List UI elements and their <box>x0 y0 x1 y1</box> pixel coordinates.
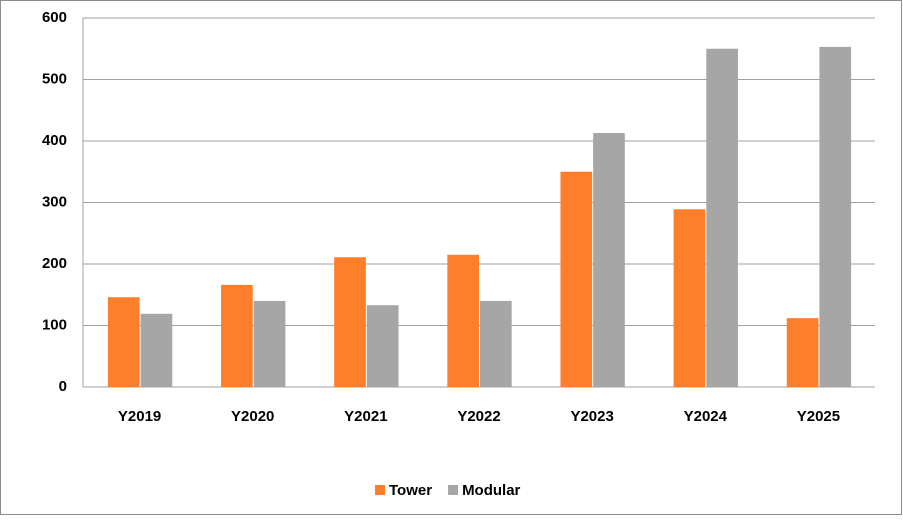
x-tick-label: Y2021 <box>344 408 387 425</box>
y-tick-label: 300 <box>42 193 67 210</box>
y-tick-label: 200 <box>42 255 67 272</box>
bar <box>221 284 253 387</box>
y-tick-label: 400 <box>42 132 67 149</box>
x-tick-label: Y2022 <box>457 408 500 425</box>
bar <box>593 133 625 387</box>
bar <box>706 48 738 387</box>
legend-swatch <box>448 485 459 495</box>
x-tick-label: Y2019 <box>118 408 161 425</box>
y-tick-label: 0 <box>59 378 67 395</box>
bar <box>366 305 399 387</box>
y-tick-label: 500 <box>42 70 67 87</box>
x-tick-label: Y2020 <box>231 408 274 425</box>
x-tick-label: Y2024 <box>684 408 728 425</box>
bar <box>140 313 173 387</box>
bar <box>786 318 819 387</box>
bar <box>107 297 140 387</box>
x-tick-label: Y2025 <box>797 408 840 425</box>
bar <box>447 254 479 387</box>
x-tick-label: Y2023 <box>570 408 613 425</box>
bar <box>253 300 286 387</box>
bar <box>819 46 852 387</box>
bar <box>560 171 593 387</box>
bar <box>480 300 512 387</box>
legend-label: Modular <box>462 482 520 499</box>
legend-swatch <box>375 485 385 495</box>
bar <box>673 209 706 387</box>
y-tick-label: 100 <box>42 316 67 333</box>
bar <box>334 257 366 387</box>
legend-label: Tower <box>389 482 432 499</box>
y-tick-label: 600 <box>42 9 67 26</box>
